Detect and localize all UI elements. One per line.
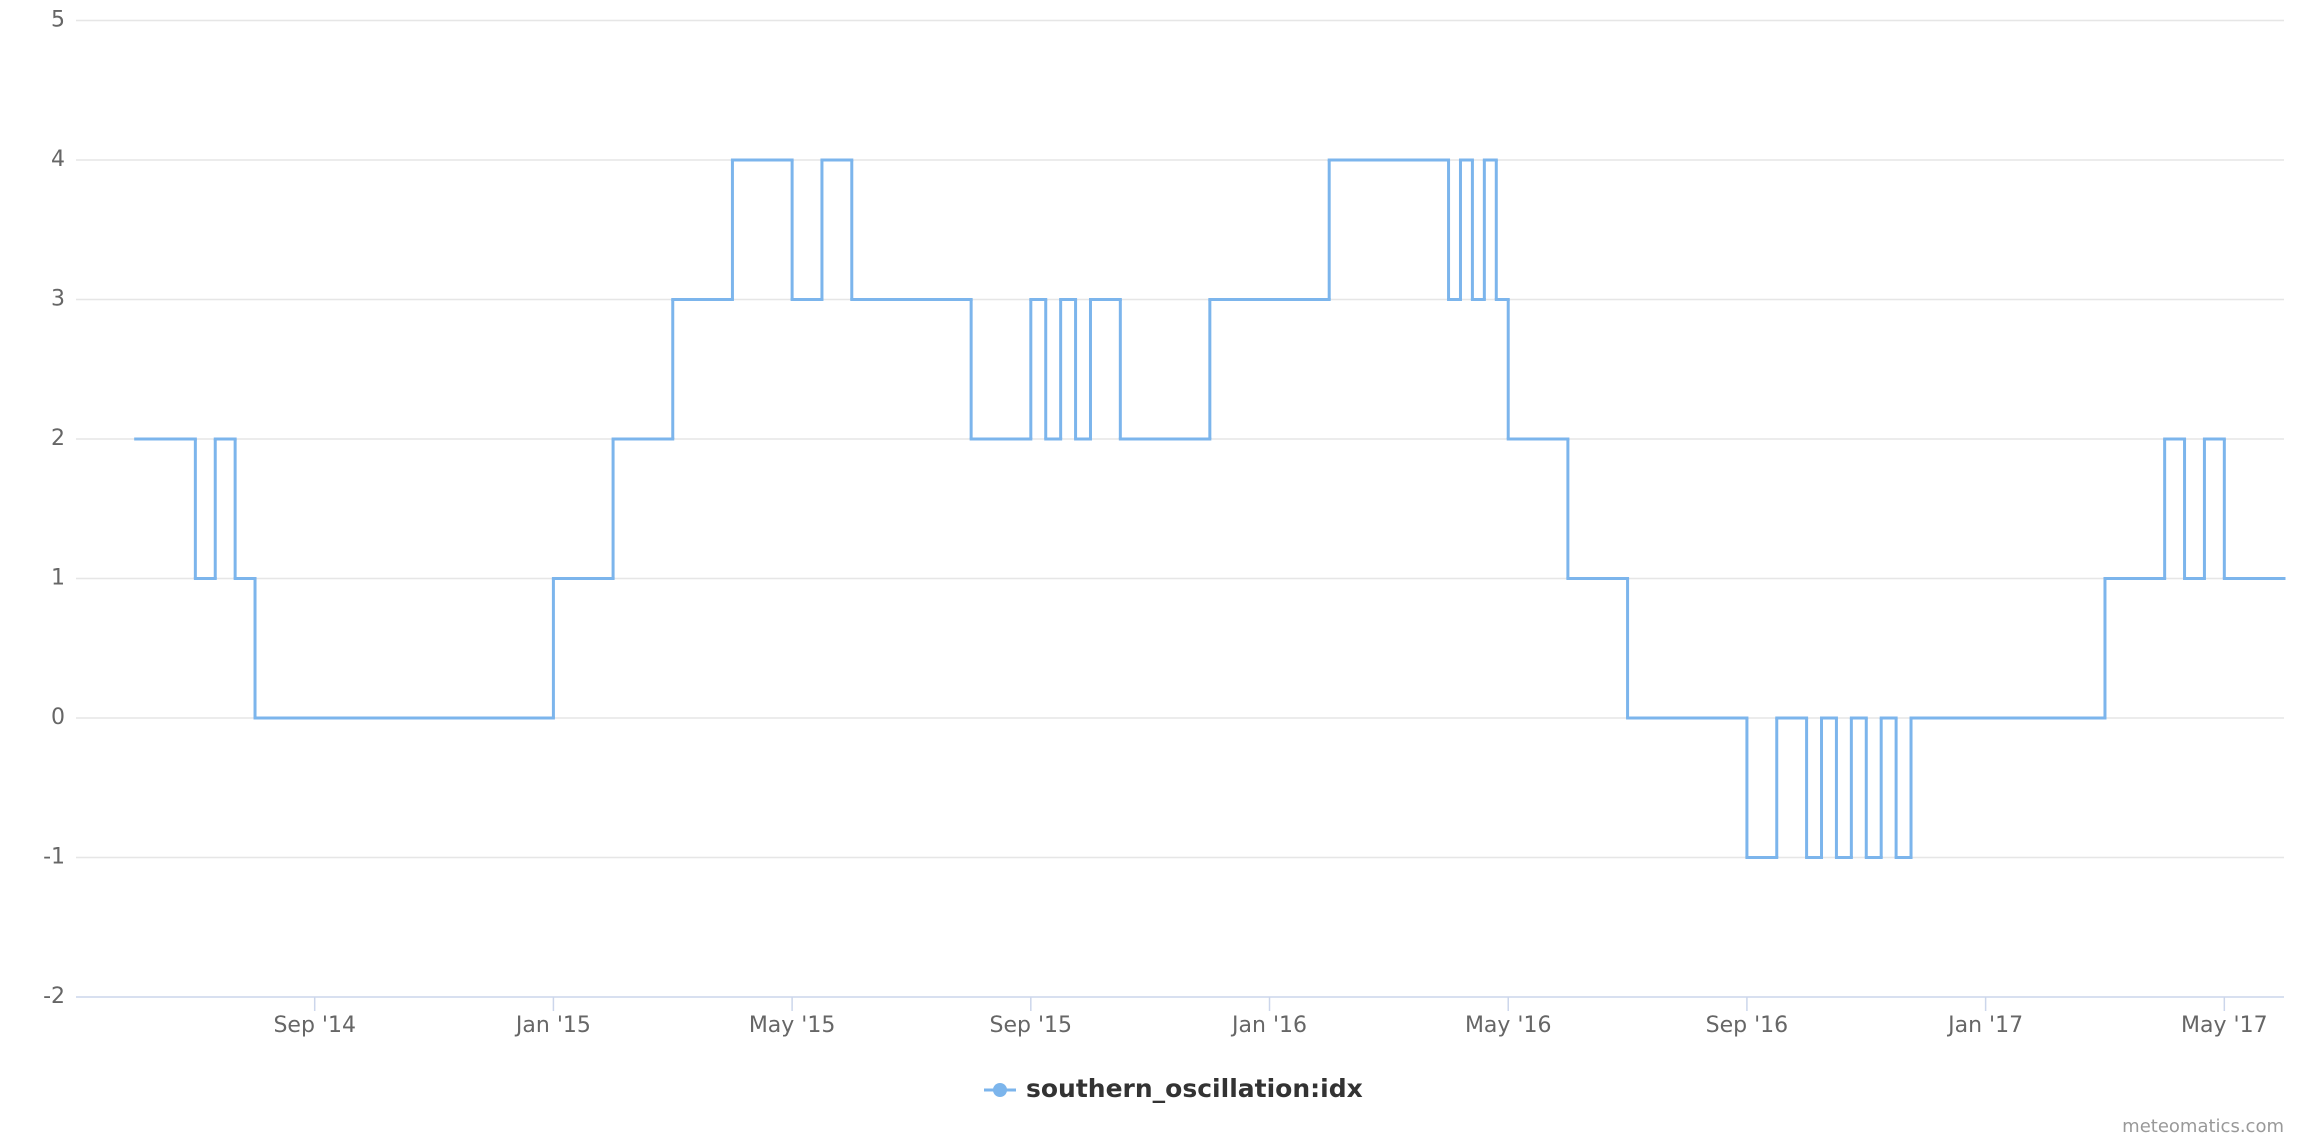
y-tick-label: -2	[43, 984, 65, 1009]
x-tick-label: Jan '17	[1946, 1013, 2023, 1038]
y-tick-label: 1	[51, 566, 65, 591]
x-tick-label: Jan '16	[1230, 1013, 1307, 1038]
x-tick-label: Sep '14	[273, 1013, 356, 1038]
legend-label[interactable]: southern_oscillation:idx	[1026, 1074, 1363, 1103]
legend-symbol	[993, 1083, 1007, 1097]
y-tick-label: 5	[51, 8, 65, 33]
x-tick-label: Jan '15	[514, 1013, 591, 1038]
x-tick-label: May '16	[1465, 1013, 1552, 1038]
y-tick-label: 3	[51, 287, 65, 312]
y-tick-label: 0	[51, 705, 65, 730]
credits[interactable]: meteomatics.com	[2122, 1116, 2284, 1137]
y-tick-label: -1	[43, 845, 65, 870]
x-tick-label: Sep '16	[1706, 1013, 1789, 1038]
x-tick-label: May '15	[749, 1013, 836, 1038]
y-tick-label: 4	[51, 147, 65, 172]
x-tick-label: May '17	[2181, 1013, 2268, 1038]
x-tick-label: Sep '15	[990, 1013, 1073, 1038]
y-tick-label: 2	[51, 426, 65, 451]
